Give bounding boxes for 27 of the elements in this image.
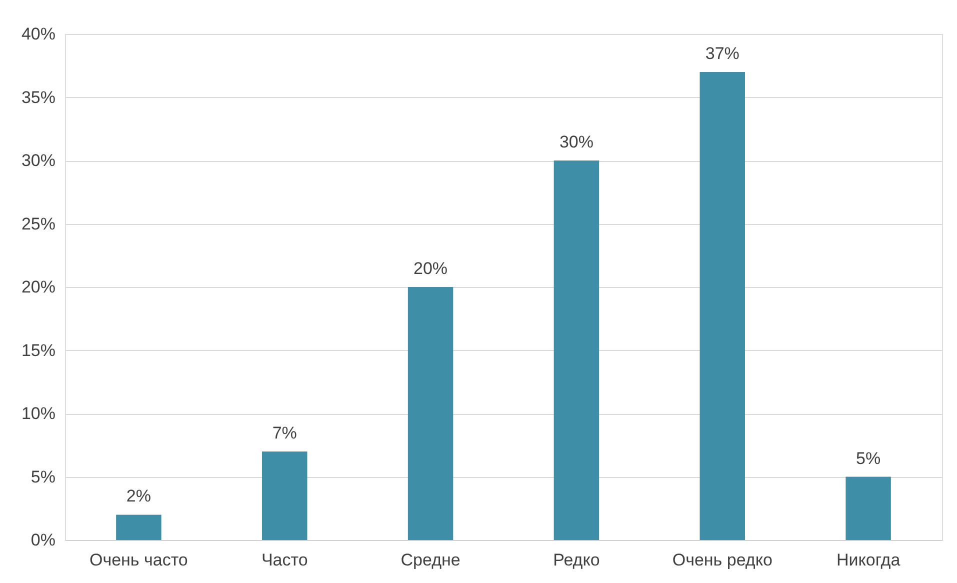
x-tick-label: Очень часто [90, 550, 188, 570]
data-label: 2% [126, 486, 151, 506]
x-tick-label: Часто [261, 550, 308, 570]
data-label: 20% [414, 259, 448, 278]
data-label: 37% [705, 44, 740, 63]
y-tick-label: 35% [21, 88, 56, 107]
y-tick-label: 10% [21, 404, 56, 423]
bar [116, 514, 162, 540]
data-label: 5% [856, 448, 881, 468]
bar [408, 287, 454, 540]
x-tick-label: Средне [400, 550, 460, 570]
x-tick-label: Редко [553, 550, 600, 570]
y-tick-label: 0% [30, 530, 56, 550]
bar [846, 476, 891, 540]
y-tick-label: 20% [21, 278, 56, 296]
y-tick-label: 30% [21, 151, 56, 170]
x-tick-label: Очень редко [672, 550, 772, 570]
x-tick-label: Никогда [836, 550, 901, 570]
y-tick-label: 25% [21, 214, 56, 234]
y-tick-label: 40% [21, 24, 56, 44]
data-label: 7% [272, 423, 297, 442]
y-tick-label: 15% [21, 340, 56, 360]
bar [262, 451, 308, 540]
y-tick-label: 5% [30, 467, 56, 486]
bar [554, 160, 600, 540]
bar [700, 72, 746, 540]
data-label: 30% [559, 132, 594, 152]
